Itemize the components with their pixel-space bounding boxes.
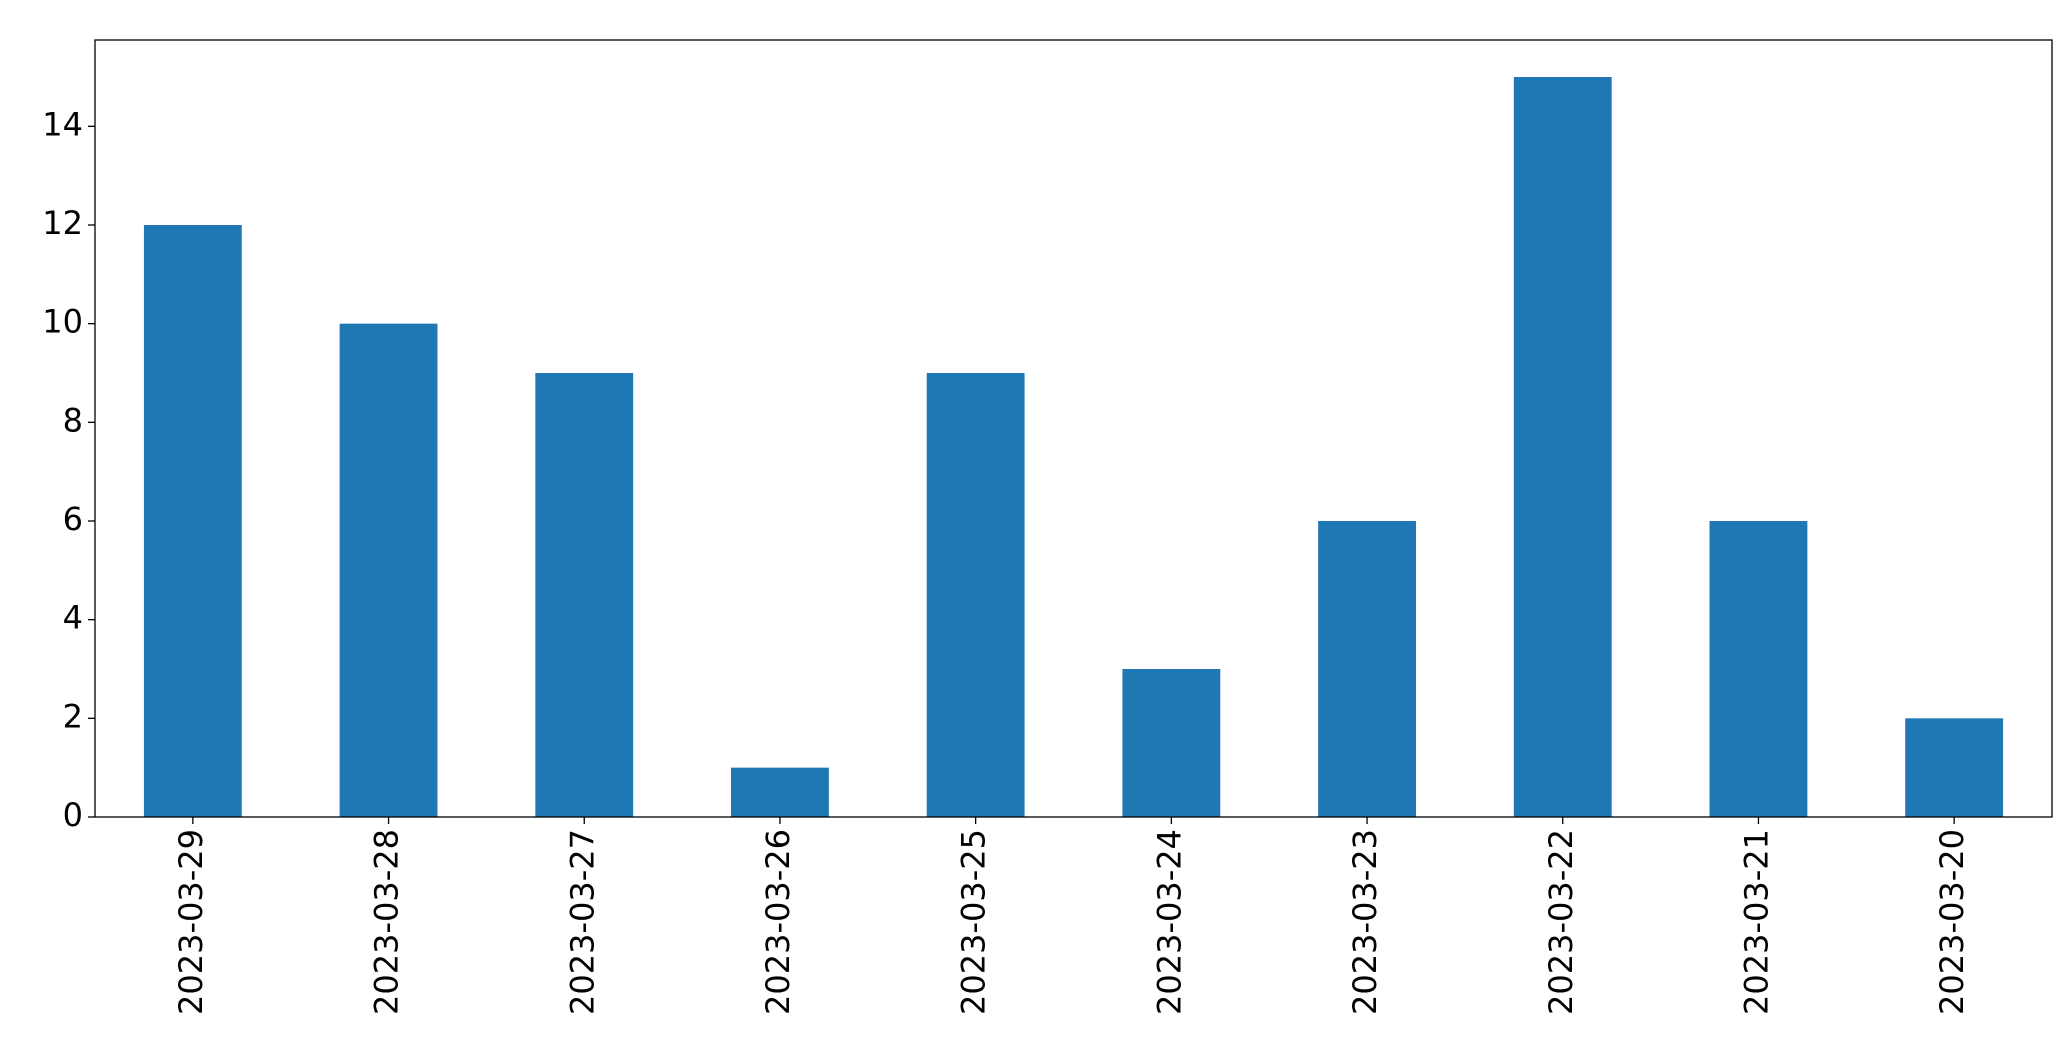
y-tick-label: 4 — [63, 599, 83, 637]
x-tick-label: 2023-03-20 — [1933, 829, 1971, 1015]
bar — [1318, 521, 1416, 817]
bar — [1905, 718, 2004, 817]
y-tick-label: 14 — [42, 105, 83, 143]
x-tick-label: 2023-03-25 — [955, 829, 993, 1015]
x-tick-label: 2023-03-28 — [368, 829, 406, 1015]
bar — [339, 323, 438, 817]
x-tick-label: 2023-03-22 — [1542, 829, 1580, 1015]
x-tick-label: 2023-03-27 — [563, 829, 601, 1015]
y-tick-label: 0 — [63, 796, 83, 834]
y-tick-label: 12 — [42, 204, 83, 242]
x-tick-label: 2023-03-29 — [172, 829, 210, 1015]
x-tick-label: 2023-03-23 — [1346, 829, 1384, 1015]
y-tick-label: 10 — [42, 303, 83, 341]
bar — [535, 373, 634, 817]
bar — [926, 373, 1025, 817]
bar — [731, 767, 829, 817]
x-tick-label: 2023-03-24 — [1150, 829, 1188, 1015]
bar — [1513, 77, 1612, 817]
y-tick-label: 6 — [63, 500, 83, 538]
x-tick-label: 2023-03-26 — [759, 829, 797, 1015]
x-tick-label: 2023-03-21 — [1737, 829, 1775, 1015]
bar — [143, 225, 242, 817]
bar — [1709, 521, 1808, 817]
bar — [1122, 669, 1221, 817]
y-tick-label: 2 — [63, 697, 83, 735]
y-tick-label: 8 — [63, 401, 83, 439]
axes-frame — [94, 39, 2053, 818]
